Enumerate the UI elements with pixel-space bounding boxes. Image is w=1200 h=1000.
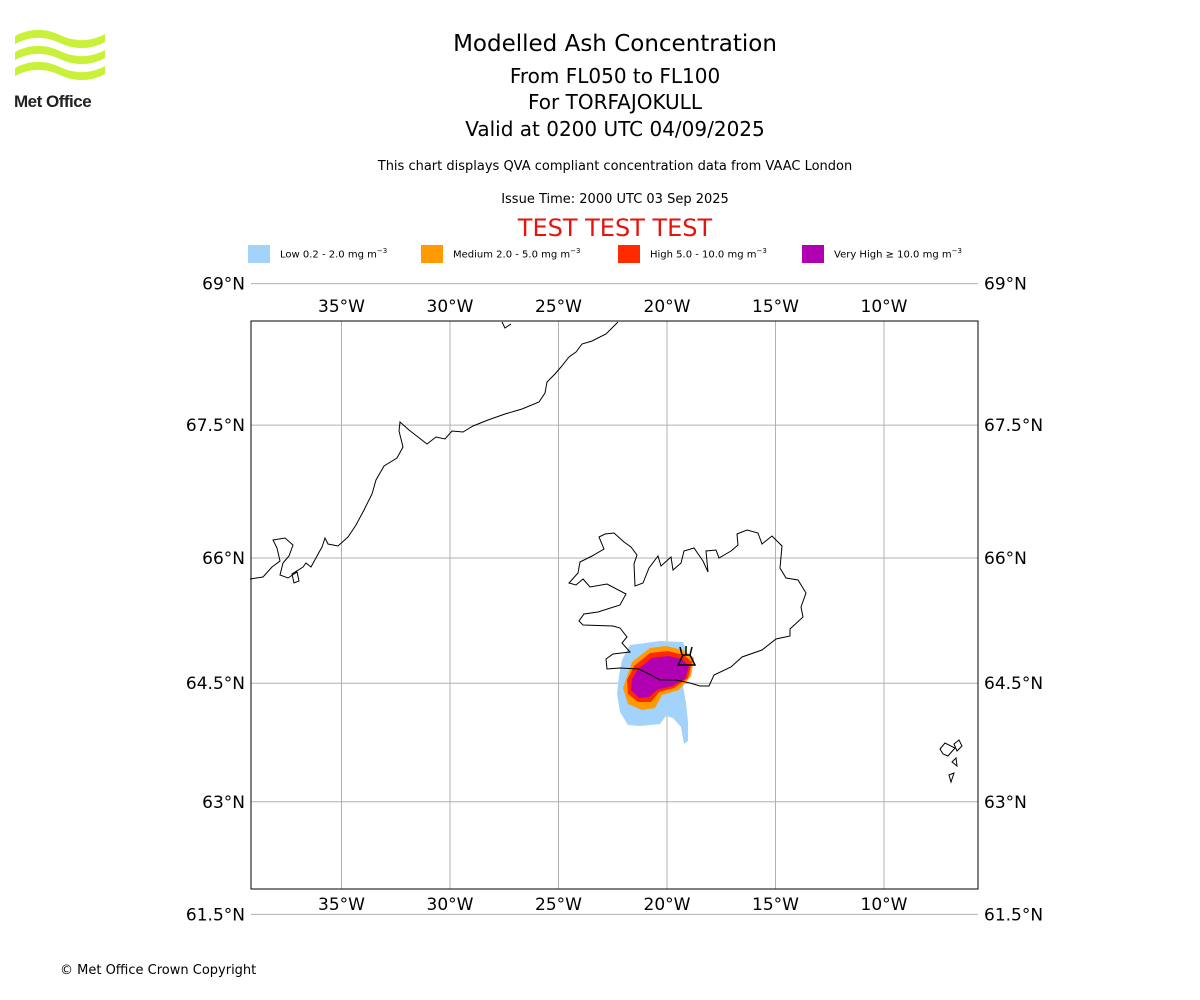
ash-very-high-area (631, 656, 689, 698)
legend-label-medium: Medium 2.0 - 5.0 mg m (453, 249, 571, 261)
copyright-notice: © Met Office Crown Copyright (60, 963, 257, 978)
legend-swatch-low (248, 245, 270, 263)
lat-tick-label-left: 61.5°N (186, 905, 245, 925)
lat-tick-label-left: 66°N (202, 549, 245, 569)
legend-swatch-high (618, 245, 640, 263)
greenland-coast (249, 321, 619, 584)
legend-label-high: High 5.0 - 10.0 mg m (650, 249, 757, 261)
chart-title: Modelled Ash Concentration (453, 31, 777, 57)
ash-concentration-plume (617, 641, 694, 744)
lat-tick-label-right: 61.5°N (984, 905, 1043, 925)
lon-tick-label-top: 30°W (427, 297, 474, 317)
issue-time: Issue Time: 2000 UTC 03 Sep 2025 (501, 192, 729, 207)
legend-swatch-medium (421, 245, 443, 263)
gridlines (251, 283, 978, 915)
lat-tick-label-left: 69°N (202, 275, 245, 295)
axis-tick-labels: 35°W 35°W 30°W 30°W 25°W 25°W 20°W 20°W 15°W 15°W… (186, 275, 1043, 926)
legend-swatch-very-high (802, 245, 824, 263)
lon-tick-label-top: 20°W (644, 297, 691, 317)
faroe-islands (939, 739, 963, 784)
lat-tick-label-right: 69°N (984, 275, 1027, 295)
lat-tick-label-left: 64.5°N (186, 674, 245, 694)
lon-tick-label-bottom: 10°W (861, 895, 908, 915)
lon-tick-label-bottom: 30°W (427, 895, 474, 915)
lon-tick-label-top: 25°W (535, 297, 582, 317)
lat-tick-label-left: 63°N (202, 793, 245, 813)
lon-tick-label-bottom: 35°W (318, 895, 365, 915)
lon-tick-label-bottom: 25°W (535, 895, 582, 915)
lat-tick-label-right: 66°N (984, 549, 1027, 569)
volcano-name: For TORFAJOKULL (528, 90, 702, 114)
test-banner: TEST TEST TEST (517, 214, 713, 242)
lon-tick-label-top: 15°W (752, 297, 799, 317)
lat-tick-label-right: 63°N (984, 793, 1027, 813)
lon-tick-label-top: 10°W (861, 297, 908, 317)
lon-tick-label-bottom: 15°W (752, 895, 799, 915)
map-frame (250, 320, 979, 890)
valid-time: Valid at 0200 UTC 04/09/2025 (465, 117, 765, 141)
lon-tick-label-bottom: 20°W (644, 895, 691, 915)
greenland-coast-islet (501, 321, 512, 329)
legend-label-low: Low 0.2 - 2.0 mg m (280, 249, 377, 261)
lat-tick-label-right: 67.5°N (984, 416, 1043, 436)
lat-tick-label-left: 67.5°N (186, 416, 245, 436)
flight-levels: From FL050 to FL100 (509, 64, 721, 88)
lat-tick-label-right: 64.5°N (984, 674, 1043, 694)
met-office-logo (15, 29, 105, 81)
legend-label-very-high: Very High ≥ 10.0 mg m (834, 249, 952, 261)
chart-subtitle: This chart displays QVA compliant concen… (377, 159, 853, 174)
logo-wordmark: Met Office (14, 92, 92, 111)
iceland-coast (568, 529, 807, 687)
lon-tick-label-top: 35°W (318, 297, 365, 317)
volcano-marker (676, 646, 697, 666)
coastlines (249, 321, 963, 784)
